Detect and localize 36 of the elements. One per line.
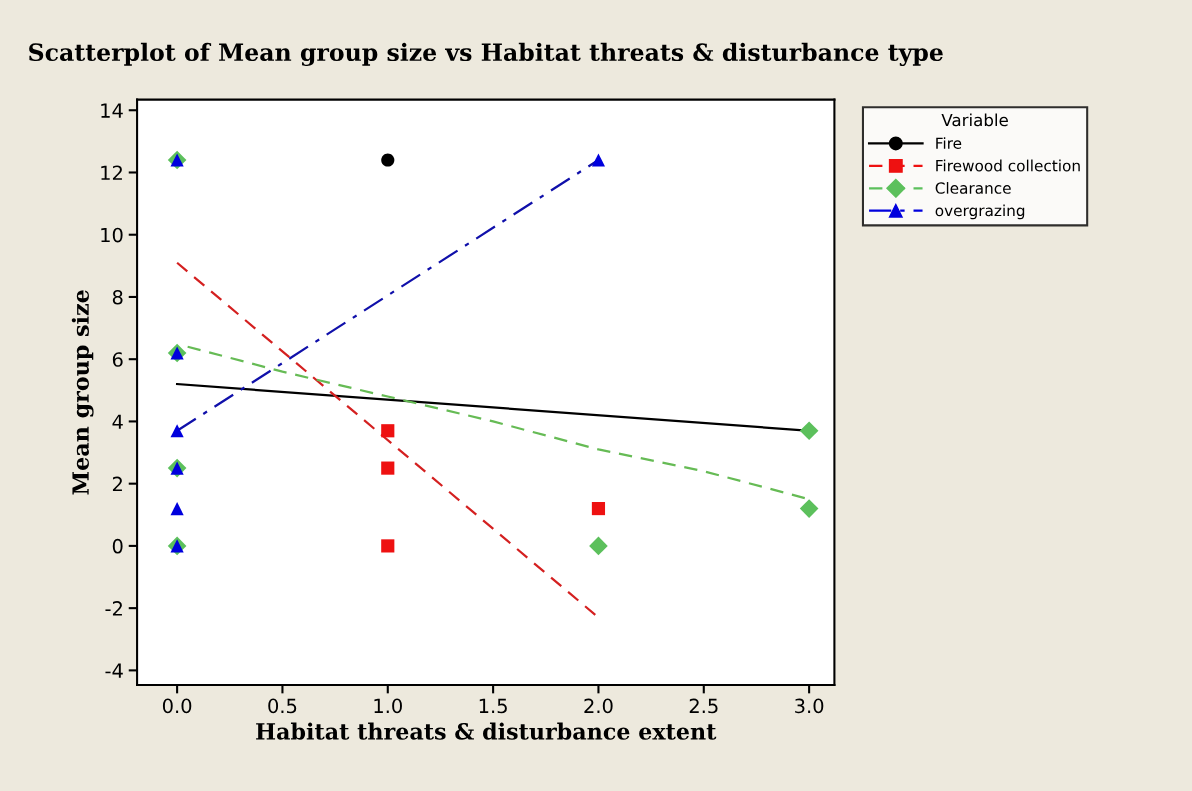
point <box>799 421 819 441</box>
x-tick-label: 3.0 <box>795 698 824 714</box>
x-tick-label: 0.5 <box>268 698 297 714</box>
x-axis-title: Habitat threats & disturbance extent <box>256 722 717 740</box>
point <box>591 153 606 167</box>
y-tick-label: -4 <box>105 663 123 678</box>
x-tick-label: 2.5 <box>689 698 718 714</box>
point <box>381 424 395 438</box>
y-tick-label: 14 <box>101 103 123 118</box>
point <box>589 536 608 556</box>
point <box>381 539 395 553</box>
y-tick-label: 0 <box>112 538 123 554</box>
point <box>170 424 184 438</box>
y-tick-label: 10 <box>101 227 123 243</box>
chart-title: Scatterplot of Mean group size vs Habitat threats & disturbance type <box>29 42 943 67</box>
legend-label: Fire <box>936 137 962 150</box>
x-tick-label: 1.5 <box>479 698 507 714</box>
point <box>381 153 395 167</box>
legend-label: Firewood collection <box>936 159 1080 172</box>
point <box>799 499 819 518</box>
x-tick-label: 1.0 <box>374 698 402 714</box>
y-axis-title: Mean group size <box>71 290 94 495</box>
x-tick-label: 0.0 <box>162 698 192 714</box>
y-tick-label: 12 <box>101 165 122 180</box>
y-tick-label: 6 <box>112 352 123 367</box>
point <box>591 501 606 516</box>
y-tick-label: -2 <box>105 601 122 616</box>
x-tick-label: 2.0 <box>584 698 613 714</box>
legend-label: overgrazing <box>935 204 1025 220</box>
y-tick-label: 8 <box>112 289 123 305</box>
point <box>170 501 184 516</box>
y-tick-label: 2 <box>112 476 122 492</box>
point <box>381 461 395 475</box>
legend-title: Variable <box>941 113 1008 127</box>
y-tick-label: 4 <box>112 414 123 429</box>
legend-label: Clearance <box>935 182 1011 194</box>
